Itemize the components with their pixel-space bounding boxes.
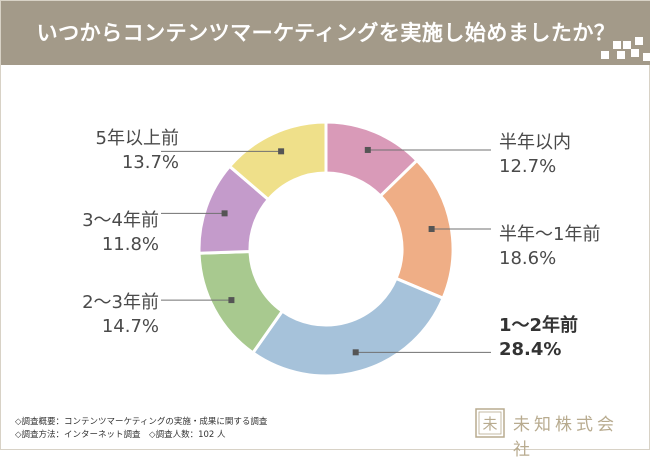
leader-marker: [428, 226, 435, 233]
slice-label-within-half-year: 半年以内 12.7%: [499, 131, 571, 179]
survey-footnote: ◇調査概要：コンテンツマーケティングの実施・成果に関する調査 ◇調査方法：インタ…: [15, 416, 267, 442]
slice-category: 1〜2年前: [499, 315, 579, 336]
leader-marker: [221, 210, 228, 217]
banner-decoration: [643, 53, 650, 61]
banner-decoration: [617, 51, 625, 59]
leader-marker: [364, 146, 371, 153]
slice-category: 3〜4年前: [82, 210, 159, 231]
slice-category: 半年〜1年前: [499, 224, 601, 245]
company-logo: 未 未知株式会社: [475, 406, 635, 460]
chart-title: いつからコンテンツマーケティングを実施し始めましたか？: [36, 21, 616, 45]
company-name: 未知株式会社: [513, 415, 618, 460]
banner-decoration: [623, 41, 631, 49]
slice-value: 18.6%: [499, 248, 557, 269]
slice-value: 28.4%: [499, 339, 562, 360]
title-banner: いつからコンテンツマーケティングを実施し始めましたか？: [1, 1, 650, 65]
banner-decoration: [613, 41, 621, 49]
leader-marker: [228, 297, 235, 304]
slice-value: 14.7%: [101, 316, 159, 337]
slice-label-1-2-years: 1〜2年前 28.4%: [499, 314, 578, 362]
donut-chart: [161, 120, 491, 378]
slice-label-2-3-years: 2〜3年前 14.7%: [82, 291, 159, 339]
leader-marker: [352, 349, 359, 356]
leader-marker: [278, 148, 285, 155]
slice-label-3-4-years: 3〜4年前 11.8%: [82, 209, 159, 257]
survey-summary: ◇調査概要：コンテンツマーケティングの実施・成果に関する調査: [15, 417, 268, 427]
donut-slice: [250, 276, 446, 378]
survey-method: ◇調査方法：インターネット調査 ◇調査人数：102 人: [15, 430, 226, 440]
donut-slice: [227, 120, 328, 202]
banner-decoration: [631, 49, 639, 57]
slice-category: 半年以内: [499, 132, 571, 153]
slice-value: 11.8%: [101, 234, 159, 255]
logo-mark-icon: 未: [475, 408, 505, 438]
slice-value: 12.7%: [499, 156, 557, 177]
slice-value: 13.7%: [121, 152, 179, 173]
logo-mark-glyph: 未: [482, 415, 497, 433]
slice-label-half-to-1-year: 半年〜1年前 18.6%: [499, 223, 600, 271]
slice-label-5-years-plus: 5年以上前 13.7%: [96, 127, 179, 175]
banner-decoration: [601, 51, 609, 59]
banner-decoration: [635, 37, 643, 45]
slice-category: 5年以上前: [95, 128, 179, 149]
slice-category: 2〜3年前: [82, 292, 159, 313]
